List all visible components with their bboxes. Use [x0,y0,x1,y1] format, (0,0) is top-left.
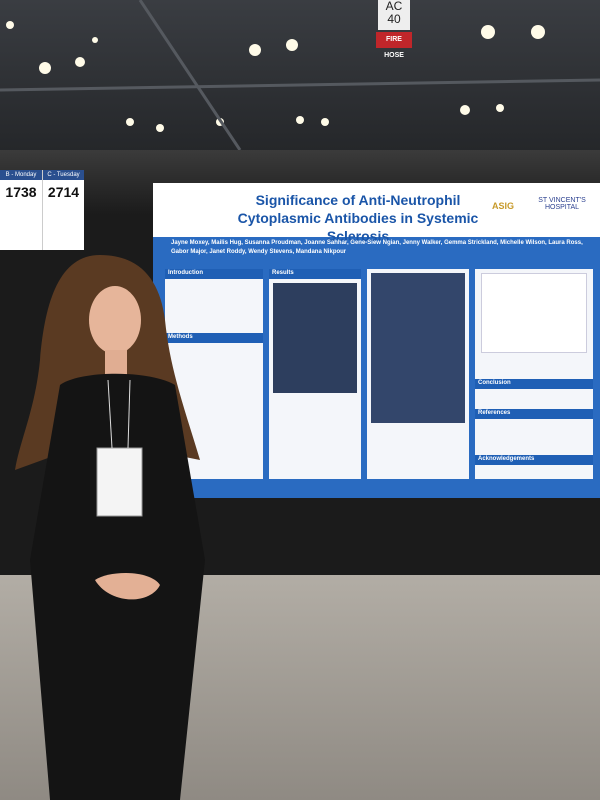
table-block [371,273,465,423]
logo: ST VINCENT'S HOSPITAL [538,197,586,211]
column-number: 40 [387,12,401,26]
poster-header: Significance of Anti-Neutrophil Cytoplas… [153,183,600,244]
ceiling-lights [0,0,600,150]
poster-authors: Jayne Moxey, Mailis Hug, Susanna Proudma… [171,240,583,255]
session-card: C - Tuesday 2714 [42,170,84,250]
section-heading: Conclusion [475,379,593,389]
session-number: 2714 [47,184,80,200]
session-day: C - Tuesday [43,170,84,180]
session-day: B - Monday [0,170,42,180]
section-heading: References [475,409,593,419]
section-heading: Methods [165,333,263,343]
poster-title: Significance of Anti-Neutrophil Cytoplas… [237,192,479,244]
section-heading: Introduction [165,269,263,279]
fire-hose-sign: FIRE HOSE [376,32,412,59]
column: Results [269,269,361,479]
figure [481,273,587,353]
column [367,269,469,479]
section-heading: Results [269,269,361,279]
ceiling [0,0,600,150]
column-label: AC [385,0,403,13]
table-block [273,283,357,393]
session-card: B - Monday 1738 [0,170,42,250]
section-heading: Acknowledgements [475,455,593,465]
poster: Significance of Anti-Neutrophil Cytoplas… [153,183,600,498]
logo: ASIG [491,201,514,211]
column: Conclusion References Acknowledgements [475,269,593,479]
presenter [15,255,205,800]
column-sign: AC 40 [378,0,410,30]
session-number: 1738 [5,184,37,200]
